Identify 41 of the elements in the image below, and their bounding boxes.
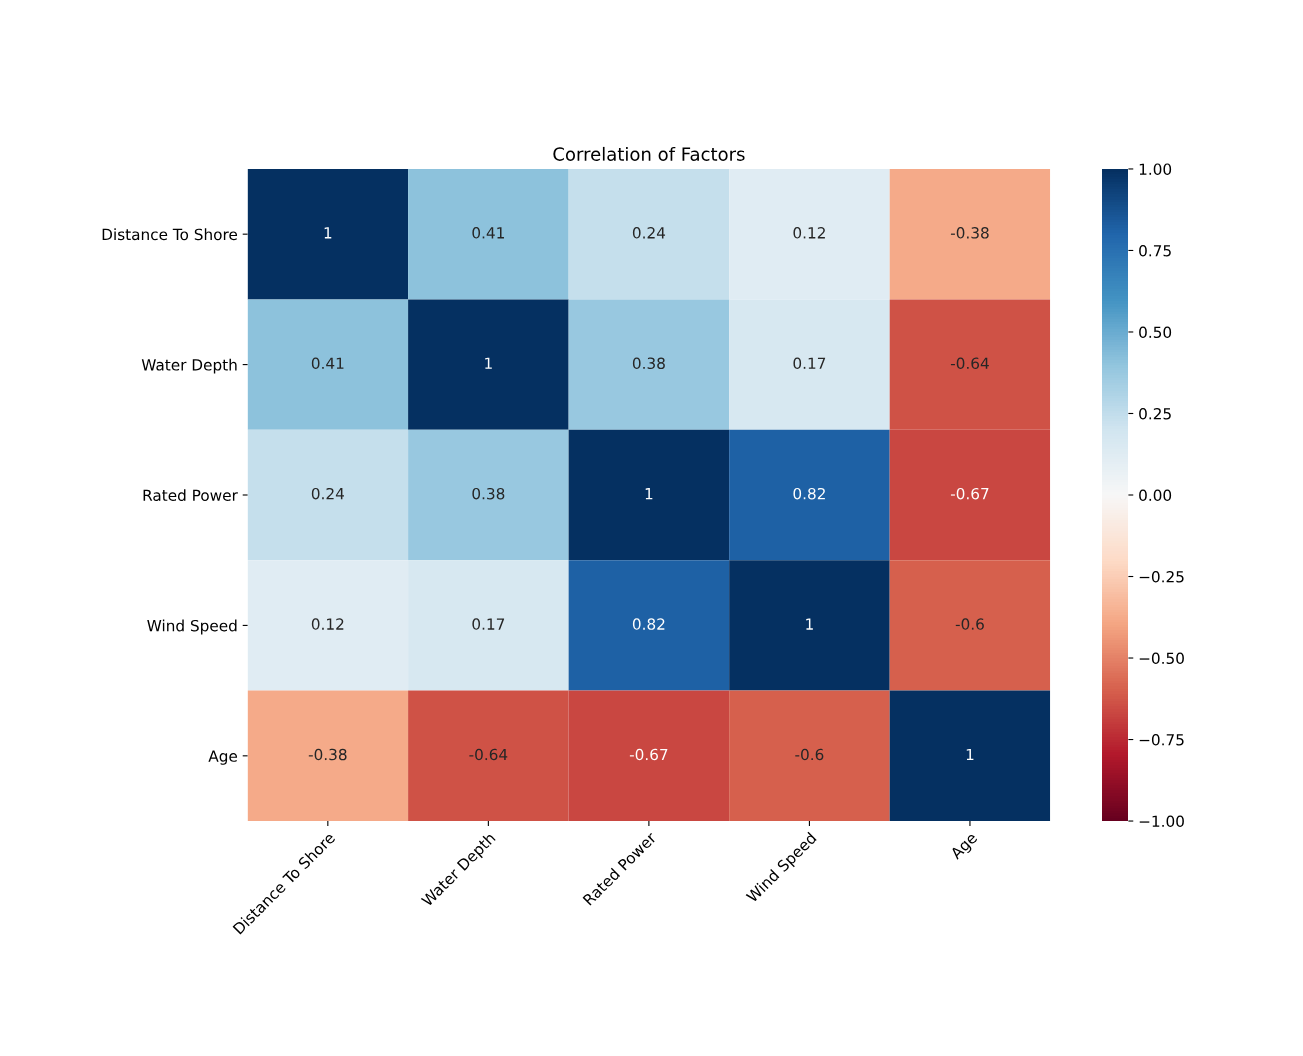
chart-title: Correlation of Factors: [553, 146, 745, 161]
color-bar-label: 0.00: [1139, 489, 1172, 502]
y-tick-label: Distance To Shore: [102, 228, 238, 241]
data-label: -0.38: [308, 748, 347, 761]
color-bar-label: 0.25: [1139, 407, 1171, 420]
data-label: 0.24: [311, 487, 344, 500]
data-label: 0.82: [793, 487, 825, 500]
data-label: 0.12: [311, 618, 344, 630]
x-tick-label: Age: [949, 831, 980, 863]
data-label: 0.38: [472, 487, 505, 500]
data-label: 1: [966, 748, 974, 761]
data-label: -0.67: [629, 748, 668, 761]
color-bar-label: −0.25: [1139, 570, 1184, 583]
color-bar-label: 0.50: [1139, 326, 1172, 338]
color-bar-label: −0.50: [1139, 652, 1184, 665]
y-tick-label: Wind Speed: [147, 619, 237, 635]
color-bar-label: 1.00: [1139, 163, 1172, 175]
data-label: 0.24: [632, 227, 666, 239]
data-label: 0.12: [793, 227, 825, 239]
data-label: 0.17: [472, 618, 505, 630]
data-label: 1: [645, 488, 653, 500]
color-bar-label: −1.00: [1139, 815, 1184, 828]
data-label: -0.64: [950, 357, 989, 370]
data-label: -0.64: [469, 748, 508, 761]
data-label: 1: [324, 227, 332, 239]
data-label: 0.82: [632, 618, 665, 630]
y-tick-label: Water Depth: [141, 358, 237, 374]
y-tick-label: Age: [208, 750, 238, 765]
data-label: -0.38: [950, 227, 989, 239]
data-label: 1: [806, 618, 813, 630]
data-label: 1: [485, 357, 492, 369]
data-label: 0.41: [472, 227, 504, 239]
color-bar-label: 0.75: [1139, 244, 1171, 257]
data-label: 0.17: [793, 357, 826, 370]
color-bar-label: −0.75: [1139, 734, 1184, 746]
data-label: 0.38: [632, 357, 665, 370]
y-tick-label: Rated Power: [143, 489, 238, 502]
data-label: -0.6: [955, 618, 984, 630]
data-label: 0.41: [311, 357, 344, 370]
data-label: -0.6: [795, 748, 824, 761]
data-label: -0.67: [950, 487, 989, 500]
